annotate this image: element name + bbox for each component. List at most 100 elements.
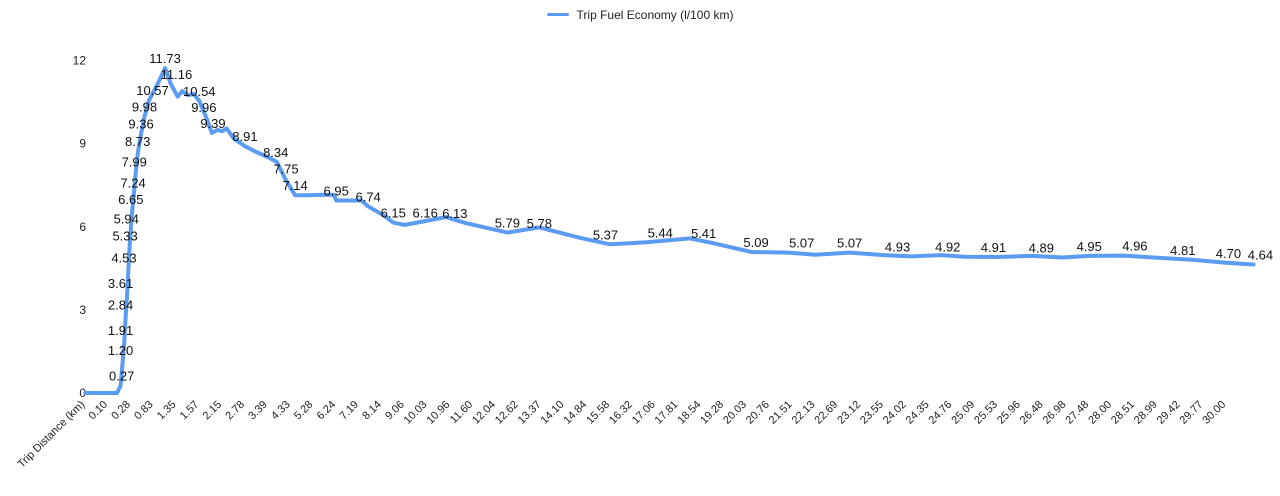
data-label: 1.91: [108, 323, 133, 338]
y-tick-label: 12: [73, 54, 87, 68]
x-tick-label: 8.14: [360, 399, 384, 423]
data-label: 9.36: [128, 117, 153, 132]
data-label: 6.95: [324, 183, 349, 198]
data-label: 4.95: [1077, 239, 1102, 254]
data-label: 5.07: [789, 236, 814, 251]
x-tick-label: 25.09: [949, 399, 977, 427]
x-tick-label: 12.62: [493, 399, 521, 427]
data-label: 6.13: [442, 206, 467, 221]
x-tick-label: 17.81: [653, 399, 681, 427]
x-tick-label: 23.55: [858, 399, 886, 427]
data-label: 5.79: [495, 216, 520, 231]
x-tick-label: 25.96: [995, 399, 1023, 427]
data-label: 11.16: [161, 67, 193, 82]
data-label: 6.15: [381, 206, 406, 221]
x-tick-label: 14.10: [539, 399, 567, 427]
data-label: 9.96: [191, 100, 216, 115]
x-tick-label: 0.83: [132, 399, 156, 423]
data-labels: 0.27 1.20 1.91 2.84 3.61 4.53 5.33 5.94 6.65 7.24…: [108, 51, 1273, 383]
x-tick-label: 18.54: [675, 399, 703, 427]
data-label: 7.75: [273, 161, 298, 176]
x-tick-label: 2.15: [201, 399, 225, 423]
data-label: 10.57: [136, 83, 169, 98]
x-axis-title: Trip Distance (km): [16, 399, 88, 471]
data-label: 5.78: [527, 216, 552, 231]
data-label: 8.91: [232, 129, 257, 144]
series-layer: [83, 66, 1256, 395]
data-label: 7.99: [122, 155, 147, 170]
data-label: 4.64: [1248, 247, 1273, 262]
y-tick-label: 9: [79, 137, 86, 151]
legend-label: Trip Fuel Economy (l/100 km): [576, 8, 734, 22]
x-tick-label: 29.42: [1155, 399, 1183, 427]
x-tick-label: 28.51: [1109, 399, 1137, 427]
data-label: 5.41: [691, 226, 716, 241]
x-tick-label: 22.13: [790, 399, 818, 427]
data-label: 4.96: [1122, 239, 1147, 254]
data-label: 4.81: [1170, 243, 1195, 258]
x-tick-label: 27.48: [1063, 399, 1091, 427]
data-label: 2.84: [108, 297, 133, 312]
x-tick-label: 0.28: [109, 399, 133, 423]
x-tick-label: 22.69: [812, 399, 840, 427]
legend-swatch: [546, 13, 569, 17]
data-label: 7.14: [282, 178, 307, 193]
x-tick-label: 20.76: [744, 399, 772, 427]
x-tick-label: 5.28: [292, 399, 316, 423]
x-tick-label: 3.39: [246, 399, 270, 423]
data-label: 11.73: [149, 51, 181, 66]
x-tick-label: 1.35: [155, 399, 179, 423]
data-label: 4.53: [111, 251, 136, 266]
x-tick-label: 11.60: [448, 399, 475, 426]
data-label: 8.73: [125, 134, 150, 149]
x-tick-label: 6.24: [315, 399, 339, 423]
data-label: 4.89: [1029, 241, 1054, 256]
data-label: 0.27: [109, 369, 134, 384]
x-tick-label: 19.28: [698, 399, 726, 427]
x-tick-label: 24.02: [881, 399, 909, 427]
data-label: 5.07: [837, 236, 862, 251]
x-axis: Trip Distance (km) 0.10 0.28 0.83 1.35 1.57 2.…: [16, 399, 1229, 471]
x-tick-label: 30.00: [1200, 399, 1228, 427]
x-tick-label: 28.99: [1132, 399, 1160, 427]
y-axis: 0 3 6 9 12: [73, 54, 87, 400]
x-tick-label: 24.35: [904, 399, 932, 427]
data-label: 5.94: [114, 211, 139, 226]
x-tick-label: 26.48: [1018, 399, 1046, 427]
x-tick-label: 2.78: [223, 399, 247, 423]
x-tick-label: 10.96: [424, 399, 452, 427]
x-tick-label: 24.76: [927, 399, 955, 427]
data-label: 1.20: [108, 343, 133, 358]
data-label: 4.91: [981, 240, 1006, 255]
x-tick-label: 15.58: [584, 399, 612, 427]
x-tick-label: 21.51: [767, 399, 795, 427]
x-tick-label: 13.37: [516, 399, 544, 427]
data-label: 4.93: [885, 239, 910, 254]
data-label: 5.09: [743, 235, 768, 250]
x-tick-label: 0.10: [86, 399, 110, 423]
data-label: 9.98: [132, 100, 157, 115]
data-label: 4.92: [935, 240, 960, 255]
x-tick-label: 14.84: [561, 399, 589, 427]
chart-legend: Trip Fuel Economy (l/100 km): [0, 8, 1280, 22]
x-tick-label: 25.53: [972, 399, 1000, 427]
y-tick-label: 0: [79, 386, 86, 400]
data-label: 4.70: [1216, 246, 1241, 261]
x-tick-label: 17.06: [630, 399, 658, 427]
x-tick-label: 20.03: [721, 399, 749, 427]
x-tick-label: 16.32: [607, 399, 635, 427]
y-tick-label: 6: [79, 220, 86, 234]
data-label: 9.39: [200, 116, 225, 131]
x-tick-label: 1.57: [178, 399, 202, 423]
data-label: 5.33: [112, 228, 137, 243]
data-label: 6.16: [413, 205, 438, 220]
data-label: 6.74: [355, 189, 380, 204]
data-label: 8.34: [263, 145, 288, 160]
x-tick-label: 28.00: [1086, 399, 1114, 427]
data-label: 5.37: [593, 227, 618, 242]
x-tick-label: 7.19: [338, 399, 362, 423]
data-label: 5.44: [648, 225, 673, 240]
x-tick-label: 12.04: [470, 399, 498, 427]
x-tick-label: 26.98: [1041, 399, 1069, 427]
